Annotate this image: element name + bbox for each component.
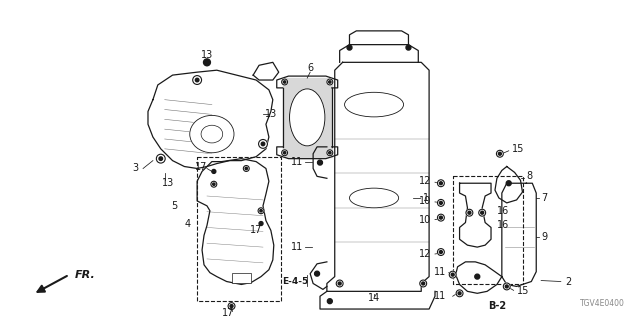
Circle shape: [259, 221, 263, 226]
Text: 15: 15: [511, 144, 524, 154]
Circle shape: [466, 209, 473, 216]
Circle shape: [212, 183, 215, 185]
Circle shape: [260, 210, 262, 212]
Ellipse shape: [201, 125, 223, 143]
Circle shape: [193, 76, 202, 84]
Circle shape: [438, 249, 444, 255]
Circle shape: [336, 280, 343, 287]
Text: 13: 13: [201, 51, 213, 60]
Circle shape: [420, 280, 427, 287]
Circle shape: [245, 167, 248, 170]
Text: 8: 8: [527, 171, 532, 181]
Circle shape: [282, 79, 287, 85]
Circle shape: [475, 274, 480, 279]
Circle shape: [440, 201, 442, 204]
Text: 14: 14: [368, 293, 380, 303]
Circle shape: [440, 216, 442, 219]
Text: 6: 6: [307, 63, 313, 73]
Circle shape: [243, 165, 249, 172]
Circle shape: [230, 305, 233, 308]
Circle shape: [449, 271, 456, 278]
Text: 3: 3: [132, 164, 138, 173]
Circle shape: [347, 45, 352, 50]
Circle shape: [228, 303, 235, 309]
Text: 11: 11: [433, 291, 446, 301]
Text: 13: 13: [161, 178, 174, 188]
Circle shape: [503, 283, 510, 290]
Text: 17: 17: [250, 225, 262, 236]
Circle shape: [261, 142, 265, 146]
Text: 11: 11: [291, 156, 303, 167]
Text: 11: 11: [433, 267, 446, 277]
Circle shape: [479, 209, 486, 216]
Text: TGV4E0400: TGV4E0400: [580, 299, 625, 308]
Text: 17: 17: [223, 308, 235, 318]
Circle shape: [440, 182, 442, 185]
Circle shape: [468, 211, 471, 214]
Text: 16: 16: [497, 220, 509, 229]
Circle shape: [204, 59, 211, 66]
Circle shape: [438, 214, 444, 221]
Text: 12: 12: [419, 176, 431, 186]
Ellipse shape: [344, 92, 404, 117]
Circle shape: [211, 181, 217, 187]
Circle shape: [156, 154, 165, 163]
Text: 9: 9: [541, 232, 547, 242]
Text: FR.: FR.: [74, 270, 95, 280]
Bar: [197, 157, 281, 301]
Circle shape: [284, 152, 286, 154]
Circle shape: [499, 152, 501, 155]
Text: 15: 15: [516, 286, 529, 296]
Text: 16: 16: [497, 206, 509, 216]
Circle shape: [212, 170, 216, 173]
Text: 12: 12: [419, 249, 431, 259]
Text: B-2: B-2: [488, 301, 506, 311]
Text: 10: 10: [419, 215, 431, 225]
Circle shape: [327, 150, 333, 156]
Text: 5: 5: [172, 201, 177, 211]
Ellipse shape: [190, 116, 234, 153]
Circle shape: [438, 199, 444, 206]
Ellipse shape: [349, 188, 399, 208]
Circle shape: [440, 251, 442, 253]
Circle shape: [159, 157, 163, 160]
Text: 4: 4: [184, 219, 190, 228]
Text: 13: 13: [265, 109, 277, 119]
Circle shape: [438, 180, 444, 187]
Circle shape: [451, 273, 454, 276]
Circle shape: [329, 152, 331, 154]
Circle shape: [195, 78, 199, 82]
Circle shape: [505, 285, 508, 288]
Text: 17: 17: [195, 162, 207, 172]
Bar: [452, 176, 524, 284]
Circle shape: [497, 150, 503, 157]
Text: 7: 7: [541, 193, 547, 203]
Circle shape: [282, 150, 287, 156]
Ellipse shape: [289, 89, 325, 146]
Circle shape: [329, 81, 331, 83]
Circle shape: [456, 290, 463, 297]
Text: 10: 10: [419, 196, 431, 206]
Circle shape: [338, 282, 341, 285]
Text: 11: 11: [291, 242, 303, 252]
Circle shape: [328, 299, 332, 304]
Circle shape: [315, 271, 319, 276]
Bar: [232, 273, 251, 283]
Circle shape: [284, 81, 286, 83]
Circle shape: [458, 292, 461, 295]
Text: E-4-5: E-4-5: [282, 277, 308, 286]
Circle shape: [422, 282, 425, 285]
Text: 2: 2: [566, 276, 572, 286]
Text: 1: 1: [423, 193, 429, 203]
Circle shape: [506, 181, 511, 186]
Circle shape: [327, 79, 333, 85]
Circle shape: [481, 211, 484, 214]
Circle shape: [259, 140, 268, 148]
Bar: [283, 78, 332, 157]
Circle shape: [317, 160, 323, 165]
Circle shape: [406, 45, 411, 50]
Circle shape: [258, 208, 264, 214]
